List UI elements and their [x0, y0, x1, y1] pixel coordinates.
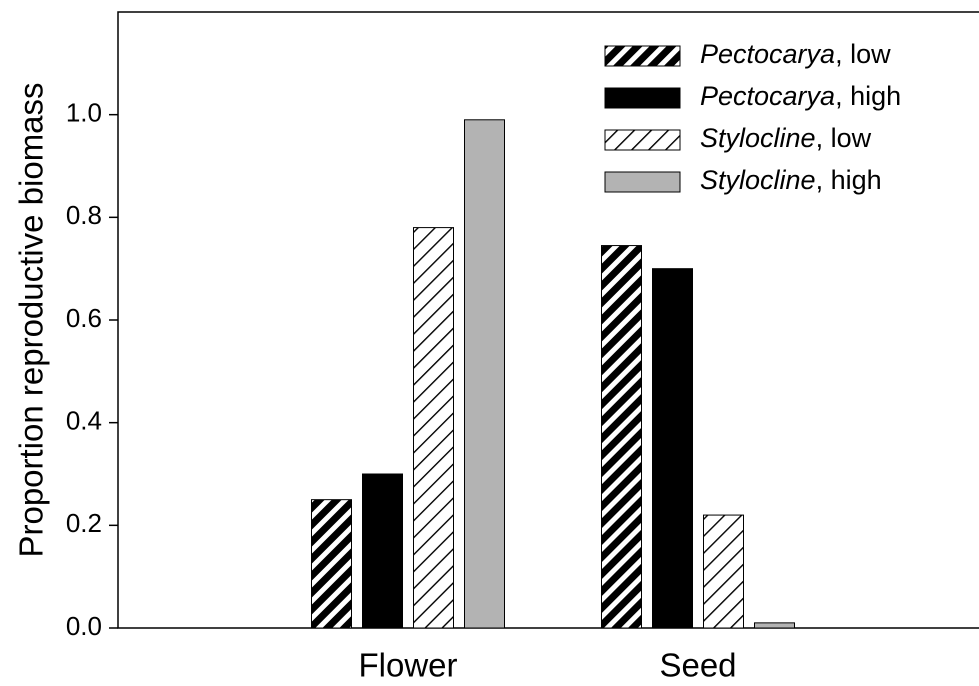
legend-label: Stylocline, high: [700, 165, 882, 195]
y-axis-label: Proportion reproductive biomass: [13, 82, 50, 557]
x-tick-label: Flower: [358, 647, 457, 684]
legend-label: Pectocarya, low: [700, 39, 891, 69]
y-tick-label: 1.0: [66, 98, 102, 128]
y-tick-label: 0.0: [66, 611, 102, 641]
bar: [413, 227, 454, 629]
legend-swatch: [604, 129, 681, 151]
legend-label: Stylocline, low: [700, 123, 872, 153]
bar: [311, 499, 352, 629]
y-tick-label: 0.8: [66, 200, 102, 230]
legend-swatch: [604, 171, 681, 193]
bar: [362, 473, 403, 629]
legend-label: Pectocarya, high: [700, 81, 901, 111]
legend-swatch: [604, 87, 681, 109]
bar: [601, 245, 642, 629]
y-tick-label: 0.4: [66, 406, 102, 436]
bar: [652, 268, 693, 629]
y-tick-label: 0.6: [66, 303, 102, 333]
y-tick-label: 0.2: [66, 508, 102, 538]
bar: [464, 119, 505, 629]
bar: [703, 514, 744, 629]
x-tick-label: Seed: [659, 647, 736, 684]
bar: [754, 622, 795, 629]
legend-swatch: [604, 45, 681, 67]
